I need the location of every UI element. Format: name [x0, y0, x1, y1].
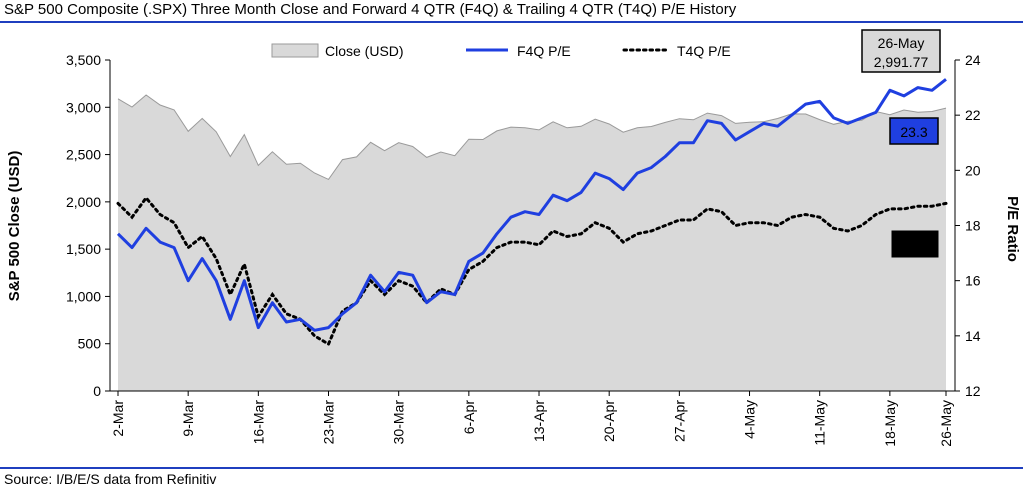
y-left-tick-label: 3,500: [66, 52, 101, 68]
x-tick-label: 20-Apr: [601, 400, 617, 442]
legend-f4q-label: F4Q P/E: [517, 43, 571, 59]
y-left-tick-label: 500: [78, 336, 102, 352]
x-tick-label: 4-May: [742, 400, 758, 439]
legend-t4q-label: T4Q P/E: [677, 43, 731, 59]
close-area-edge: [117, 94, 947, 181]
y-left-tick-label: 1,500: [66, 241, 101, 257]
x-tick-label: 11-May: [812, 400, 828, 446]
x-tick-label: 26-May: [938, 400, 954, 447]
y-right-tick-label: 24: [965, 52, 981, 68]
y-right-tick-label: 14: [965, 328, 981, 344]
footer-rule: [0, 467, 1023, 469]
y-left-tick-label: 3,000: [66, 99, 101, 115]
chart-source: Source: I/B/E/S data from Refinitiv: [4, 471, 217, 487]
t4q-pe-line: [116, 195, 948, 347]
y-left-tick-label: 0: [93, 383, 101, 399]
legend-close-label: Close (USD): [325, 43, 404, 59]
f4q-last-label-box: [889, 117, 939, 145]
f4q-pe-line: [116, 78, 947, 332]
y-right-tick-label: 20: [965, 162, 981, 178]
x-tick-label: 30-Mar: [391, 400, 407, 445]
y-left-tick-label: 1,000: [66, 288, 101, 304]
chart-title: S&P 500 Composite (.SPX) Three Month Clo…: [4, 1, 737, 18]
y-right-tick-label: 22: [965, 107, 981, 123]
x-tick-label: 2-Mar: [110, 400, 126, 437]
t4q-last-label: 18.8: [901, 237, 928, 253]
x-tick-label: 23-Mar: [321, 400, 337, 445]
y-axis-right-label: P/E Ratio: [1004, 196, 1021, 262]
close-callout-value: 2,991.77: [874, 54, 929, 70]
x-tick-label: 16-Mar: [250, 400, 266, 445]
legend-close-swatch: [271, 43, 319, 58]
y-right-tick-label: 16: [965, 273, 981, 289]
close-callout-date: 26-May: [878, 35, 925, 51]
close-callout-box: [861, 29, 941, 73]
f4q-last-label: 23.3: [900, 124, 927, 140]
y-left-tick-label: 2,500: [66, 147, 101, 163]
y-left-tick-label: 2,000: [66, 194, 101, 210]
t4q-last-label-box: [891, 230, 939, 258]
x-tick-label: 6-Apr: [461, 400, 477, 435]
x-tick-label: 13-Apr: [531, 400, 547, 442]
y-axis-left-label: S&P 500 Close (USD): [6, 151, 23, 302]
x-tick-label: 9-Mar: [180, 400, 196, 437]
x-tick-label: 18-May: [882, 400, 898, 447]
title-rule: [0, 21, 1023, 23]
y-right-tick-label: 18: [965, 218, 981, 234]
x-tick-label: 27-Apr: [671, 400, 687, 442]
y-right-tick-label: 12: [965, 383, 981, 399]
